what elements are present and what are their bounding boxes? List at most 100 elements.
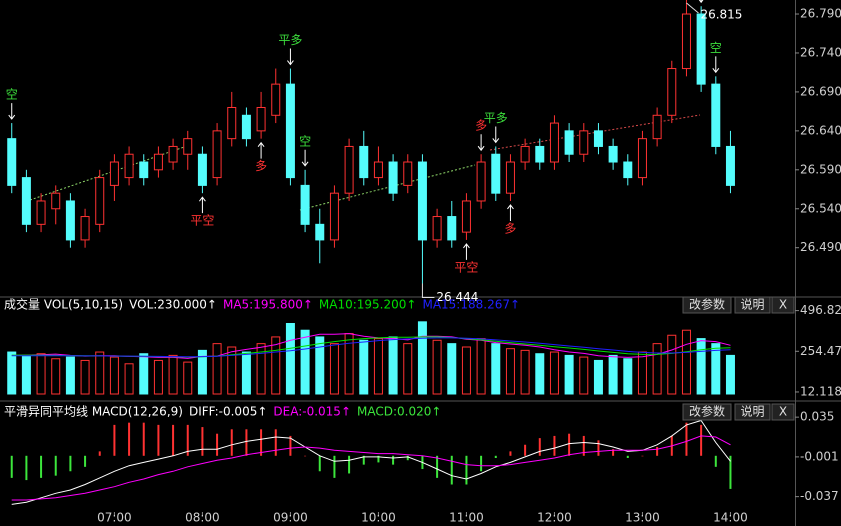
candle-body xyxy=(696,13,706,85)
macd-bar xyxy=(700,424,703,456)
volume-bar xyxy=(139,353,149,395)
volume-bar xyxy=(388,336,398,395)
macd-bar xyxy=(538,438,541,456)
signal-label: 空 xyxy=(6,88,18,102)
panel-button-label[interactable]: 改参数 xyxy=(689,297,725,312)
legend-entry: MA15:188.267↑ xyxy=(422,298,520,312)
macd-bar xyxy=(714,455,717,467)
candle-body xyxy=(7,138,17,186)
candle-body xyxy=(491,153,501,194)
x-tick-label: 13:00 xyxy=(625,511,660,525)
signal-arrow xyxy=(8,103,16,120)
macd-bar xyxy=(230,429,233,456)
macd-bar xyxy=(304,455,307,457)
series-line xyxy=(11,419,731,505)
legend-entry: MACD:0.020↑ xyxy=(357,405,441,419)
signal-arrow xyxy=(712,56,720,74)
candle-body xyxy=(212,130,222,179)
panel-button[interactable] xyxy=(771,403,795,421)
high-pointer xyxy=(686,2,699,14)
y-tick-label: 496.824 xyxy=(800,303,841,317)
panel-button-label[interactable]: 说明 xyxy=(740,404,764,419)
candle-body xyxy=(549,122,559,163)
volume-bar xyxy=(271,336,281,395)
candle-body xyxy=(711,83,721,147)
panel-button[interactable] xyxy=(734,296,771,314)
signal-arrow xyxy=(698,0,704,4)
volume-bar xyxy=(51,358,61,395)
macd-bar xyxy=(641,455,644,457)
candle-body xyxy=(579,130,589,155)
volume-bar xyxy=(80,359,90,395)
volume-bar xyxy=(183,361,193,395)
signal-arrow xyxy=(257,141,265,159)
signal-arrow xyxy=(301,149,309,167)
panel-title: 成交量 VOL(5,10,15) xyxy=(4,297,123,312)
panel-button-label[interactable]: X xyxy=(779,405,787,419)
panel-title: 平滑异同平均线 MACD(12,26,9) xyxy=(4,405,183,419)
panel-button[interactable] xyxy=(734,403,771,421)
volume-bar xyxy=(593,359,603,395)
candle-body xyxy=(315,223,325,241)
volume-bar xyxy=(65,356,75,395)
legend-entry: DEA:-0.015↑ xyxy=(273,405,351,419)
candle-body xyxy=(139,161,149,179)
volume-bar xyxy=(359,339,369,395)
signal-label: 平空 xyxy=(454,260,478,274)
macd-bar xyxy=(260,429,263,456)
signal-arrow xyxy=(477,134,485,152)
candle-body xyxy=(564,130,574,155)
macd-bar xyxy=(142,422,145,456)
macd-bar xyxy=(216,433,219,456)
signal-label: 空 xyxy=(710,41,722,55)
panel-button-label[interactable]: 说明 xyxy=(740,297,764,312)
x-tick-label: 11:00 xyxy=(449,511,484,525)
candle-body xyxy=(432,216,442,241)
macd-bar xyxy=(40,455,43,478)
panel-button-label[interactable]: 改参数 xyxy=(689,404,725,419)
signal-label: 多 xyxy=(504,221,516,235)
candle-body xyxy=(593,130,603,147)
volume-bar xyxy=(432,339,442,395)
candle-body xyxy=(197,153,207,186)
candle-body xyxy=(109,161,119,186)
volume-bar xyxy=(168,354,178,395)
y-tick-label: 26.540 xyxy=(800,201,841,215)
y-tick-label: 26.490 xyxy=(800,240,841,254)
panel-button[interactable] xyxy=(682,403,732,421)
panel-button[interactable] xyxy=(682,296,732,314)
legend-entry: MA10:195.200↑ xyxy=(319,298,417,312)
macd-bar xyxy=(406,455,409,461)
macd-bar xyxy=(553,435,556,456)
y-tick-label: 12.118 xyxy=(800,384,841,398)
y-tick-label: 26.740 xyxy=(800,45,841,59)
candle-body xyxy=(505,161,515,194)
legend-entry: VOL:230.000↑ xyxy=(129,298,217,312)
volume-bar xyxy=(491,343,501,395)
macd-bar xyxy=(172,424,175,456)
macd-bar xyxy=(318,455,321,472)
macd-bar xyxy=(465,455,468,485)
panel-button-label[interactable]: X xyxy=(779,298,787,312)
y-tick-label: 0.035 xyxy=(800,410,834,424)
macd-bar xyxy=(84,455,87,467)
candle-body xyxy=(608,145,618,163)
x-tick-label: 10:00 xyxy=(361,511,396,525)
macd-bar xyxy=(582,435,585,456)
volume-bar xyxy=(696,338,706,395)
y-tick-label: 26.590 xyxy=(800,162,841,176)
macd-bar xyxy=(729,455,732,489)
candle-body xyxy=(447,216,457,241)
candle-body xyxy=(535,145,545,163)
volume-bar xyxy=(476,338,486,395)
signal-arrow xyxy=(507,204,514,221)
panel-button[interactable] xyxy=(771,296,795,314)
candle-body xyxy=(256,106,266,132)
volume-bar xyxy=(285,323,295,395)
volume-bar xyxy=(36,353,46,395)
candle-body xyxy=(241,114,251,140)
candle-body xyxy=(168,145,178,163)
macd-bar xyxy=(612,449,615,456)
